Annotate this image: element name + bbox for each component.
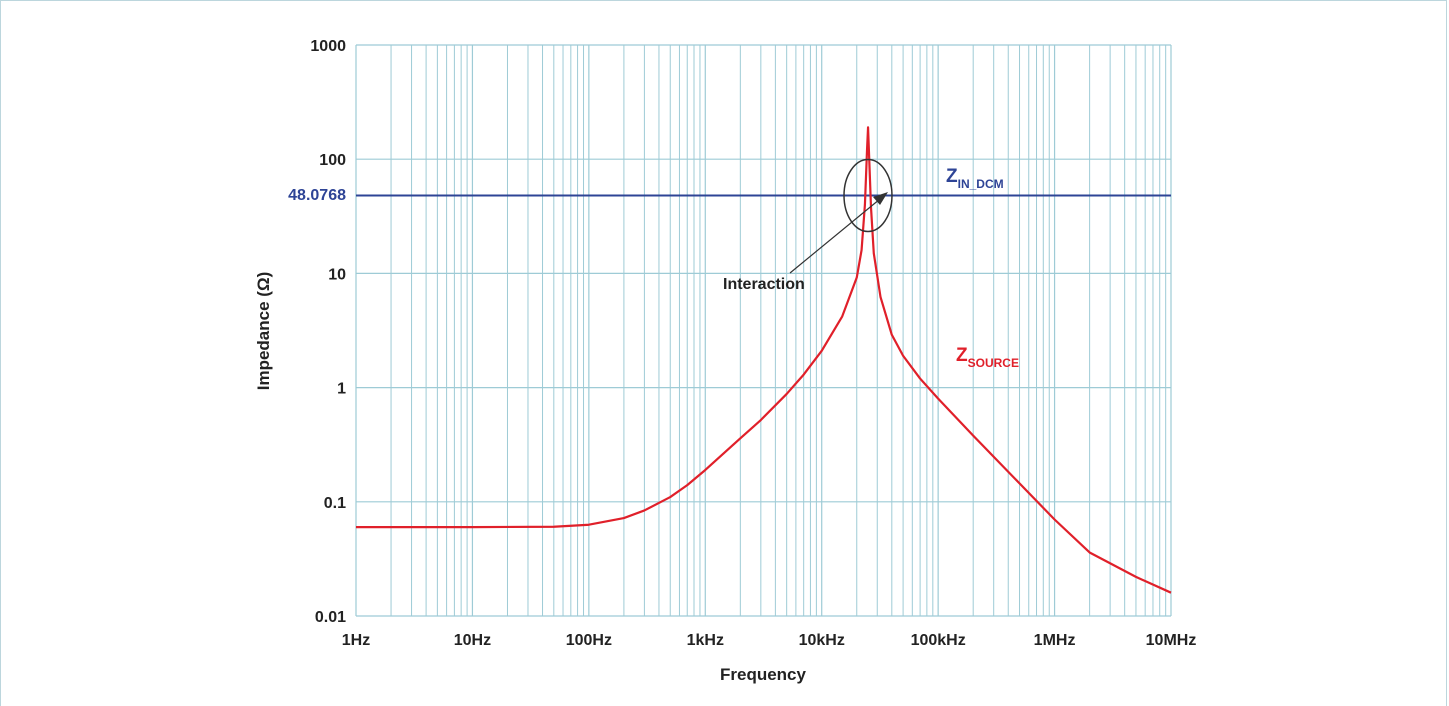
y-axis-title: Impedance (Ω) [254,272,273,391]
y-tick-label: 1 [337,381,346,398]
y-tick-label: 10 [328,266,346,283]
zin-dcm-value-label: 48.0768 [288,187,346,204]
x-tick-label: 1MHz [1034,632,1076,649]
zin-dcm-label-sub: IN_DCM [958,177,1004,191]
y-tick-label: 1000 [310,38,346,55]
x-tick-label: 10Hz [454,632,491,649]
x-tick-label: 10kHz [799,632,845,649]
y-tick-label: 0.1 [324,495,346,512]
x-tick-label: 100Hz [566,632,612,649]
y-tick-label: 0.01 [315,609,346,626]
x-tick-label: 1kHz [687,632,724,649]
x-tick-label: 1Hz [342,632,370,649]
x-tick-label: 10MHz [1146,632,1197,649]
x-axis-title: Frequency [720,665,807,684]
y-tick-label: 100 [319,152,346,169]
interaction-label: Interaction [723,276,805,293]
zin-dcm-label-main: Z [946,166,958,187]
zsource-label-sub: SOURCE [968,356,1019,370]
zsource-label-main: Z [956,345,968,366]
x-tick-label: 100kHz [911,632,966,649]
